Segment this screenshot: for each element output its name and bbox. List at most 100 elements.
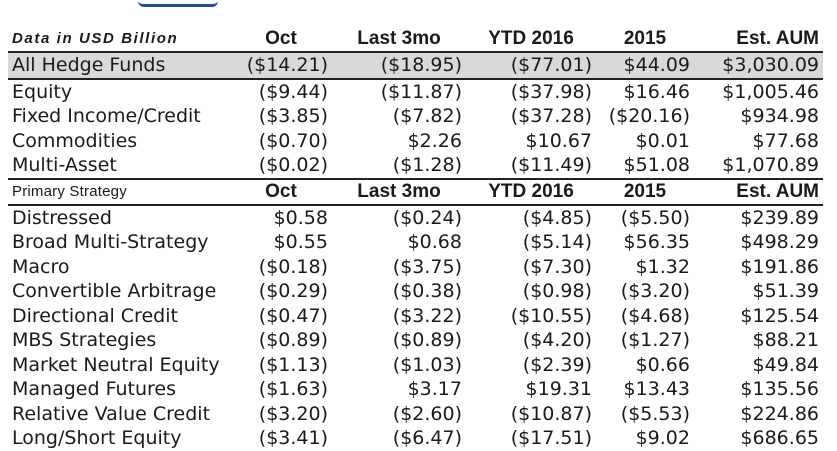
cell-est-aum: $191.86 xyxy=(740,255,819,278)
col-header-2015: 2015 xyxy=(596,178,694,206)
table-row: Distressed $0.58 ($0.24) ($4.85) ($5.50)… xyxy=(8,205,823,231)
cell-est-aum: $135.56 xyxy=(740,378,819,401)
table-row: Directional Credit ($0.47) ($3.22) ($10.… xyxy=(8,304,823,329)
cell-oct: ($0.89) xyxy=(258,329,328,352)
cell-2015: $1.32 xyxy=(635,255,690,278)
table-row: Managed Futures ($1.63) $3.17 $19.31 $13… xyxy=(8,377,823,402)
table-row: Commodities ($0.70) $2.26 $10.67 $0.01 $… xyxy=(8,129,823,154)
row-name: Equity xyxy=(12,80,73,103)
cell-ytd-2016: ($2.39) xyxy=(522,353,592,376)
cell-2015: ($5.50) xyxy=(620,206,690,229)
cell-2015: $13.43 xyxy=(623,378,690,401)
cell-last-3mo: ($0.89) xyxy=(392,329,462,352)
cell-2015: ($5.53) xyxy=(620,402,690,425)
cell-est-aum: $88.21 xyxy=(752,329,819,352)
row-name: Macro xyxy=(12,255,70,278)
row-name: Managed Futures xyxy=(12,378,176,401)
table-row: Multi-Asset ($0.02) ($1.28) ($11.49) $51… xyxy=(8,153,823,180)
cell-est-aum: $686.65 xyxy=(740,427,819,450)
table-row: Relative Value Credit ($3.20) ($2.60) ($… xyxy=(8,402,823,427)
col-header-ytd-2016: YTD 2016 xyxy=(466,178,596,206)
cell-oct: ($9.44) xyxy=(258,80,328,103)
cell-last-3mo: ($3.22) xyxy=(392,304,462,327)
cell-ytd-2016: ($17.51) xyxy=(510,427,592,450)
title-fragment xyxy=(0,0,837,8)
row-name: Long/Short Equity xyxy=(12,427,182,450)
cell-ytd-2016: ($4.20) xyxy=(522,329,592,352)
cell-last-3mo: ($18.95) xyxy=(332,52,466,80)
cell-ytd-2016: ($10.87) xyxy=(510,402,592,425)
cell-last-3mo: ($0.38) xyxy=(392,280,462,303)
cell-oct: ($0.29) xyxy=(258,280,328,303)
row-name: Distressed xyxy=(12,206,112,229)
cell-2015: $0.66 xyxy=(635,353,690,376)
cell-ytd-2016: ($0.98) xyxy=(522,280,592,303)
cell-last-3mo: ($1.03) xyxy=(392,353,462,376)
table-row: Convertible Arbitrage ($0.29) ($0.38) ($… xyxy=(8,279,823,304)
table-row: Long/Short Equity ($3.41) ($6.47) ($17.5… xyxy=(8,426,823,451)
table-row: Market Neutral Equity ($1.13) ($1.03) ($… xyxy=(8,353,823,378)
strategy-header-label: Primary Strategy xyxy=(8,178,230,206)
cell-ytd-2016: $10.67 xyxy=(525,129,592,152)
cell-oct: ($3.41) xyxy=(258,427,328,450)
cell-ytd-2016: ($11.49) xyxy=(466,153,596,180)
cell-oct: ($1.13) xyxy=(258,353,328,376)
cell-oct: ($0.18) xyxy=(258,255,328,278)
cell-last-3mo: ($3.75) xyxy=(392,255,462,278)
cell-ytd-2016: ($7.30) xyxy=(522,255,592,278)
cell-last-3mo: ($2.60) xyxy=(392,402,462,425)
table-row: Broad Multi-Strategy $0.55 $0.68 ($5.14)… xyxy=(8,230,823,255)
col-header-oct: Oct xyxy=(230,178,332,206)
table-row: MBS Strategies ($0.89) ($0.89) ($4.20) (… xyxy=(8,328,823,353)
cell-ytd-2016: ($4.85) xyxy=(522,206,592,229)
cell-ytd-2016: ($10.55) xyxy=(510,304,592,327)
row-name: Multi-Asset xyxy=(8,153,230,180)
cell-oct: ($14.21) xyxy=(230,52,332,80)
cell-oct: ($3.20) xyxy=(258,402,328,425)
row-name: Fixed Income/Credit xyxy=(12,105,201,128)
cell-last-3mo: ($0.24) xyxy=(392,206,462,229)
total-row: All Hedge Funds ($14.21) ($18.95) ($77.0… xyxy=(8,52,823,80)
cell-2015: $9.02 xyxy=(635,427,690,450)
cell-est-aum: $1,070.89 xyxy=(694,153,823,180)
cell-oct: ($0.70) xyxy=(258,129,328,152)
row-name: Directional Credit xyxy=(12,304,178,327)
col-header-last-3mo: Last 3mo xyxy=(332,178,466,206)
cell-2015: $0.01 xyxy=(635,129,690,152)
cell-2015: $16.46 xyxy=(623,80,690,103)
col-header-last-3mo: Last 3mo xyxy=(332,26,466,53)
cell-last-3mo: $0.68 xyxy=(407,231,462,254)
col-header-2015: 2015 xyxy=(596,26,694,53)
cell-last-3mo: $2.26 xyxy=(407,129,462,152)
cell-est-aum: $239.89 xyxy=(740,206,819,229)
cell-est-aum: $49.84 xyxy=(752,353,819,376)
cell-2015: ($20.16) xyxy=(608,105,690,128)
cell-est-aum: $224.86 xyxy=(740,402,819,425)
col-header-est-aum: Est. AUM xyxy=(694,26,823,53)
col-header-est-aum: Est. AUM xyxy=(694,178,823,206)
hedge-fund-flows-table: Data in USD Billion Oct Last 3mo YTD 201… xyxy=(8,26,823,451)
cell-est-aum: $934.98 xyxy=(740,105,819,128)
cell-est-aum: $1,005.46 xyxy=(722,80,819,103)
cell-2015: $56.35 xyxy=(623,231,690,254)
cell-est-aum: $3,030.09 xyxy=(694,52,823,80)
cell-ytd-2016: ($37.98) xyxy=(510,80,592,103)
col-header-oct: Oct xyxy=(230,26,332,53)
row-name: Convertible Arbitrage xyxy=(12,280,217,303)
cell-oct: ($0.02) xyxy=(230,153,332,180)
cell-oct: $0.58 xyxy=(273,206,328,229)
row-name: All Hedge Funds xyxy=(8,52,230,80)
cell-2015: $44.09 xyxy=(596,52,694,80)
col-header-ytd-2016: YTD 2016 xyxy=(466,26,596,53)
row-name: Broad Multi-Strategy xyxy=(12,231,209,254)
cell-oct: $0.55 xyxy=(273,231,328,254)
table-row: Macro ($0.18) ($3.75) ($7.30) $1.32 $191… xyxy=(8,255,823,280)
cell-oct: ($1.63) xyxy=(258,378,328,401)
cropped-title-stroke xyxy=(138,0,218,7)
cell-ytd-2016: ($5.14) xyxy=(522,231,592,254)
cell-2015: ($3.20) xyxy=(620,280,690,303)
cell-est-aum: $498.29 xyxy=(740,231,819,254)
cell-last-3mo: ($7.82) xyxy=(392,105,462,128)
table-header-row: Data in USD Billion Oct Last 3mo YTD 201… xyxy=(8,26,823,53)
cell-last-3mo: ($11.87) xyxy=(380,80,462,103)
